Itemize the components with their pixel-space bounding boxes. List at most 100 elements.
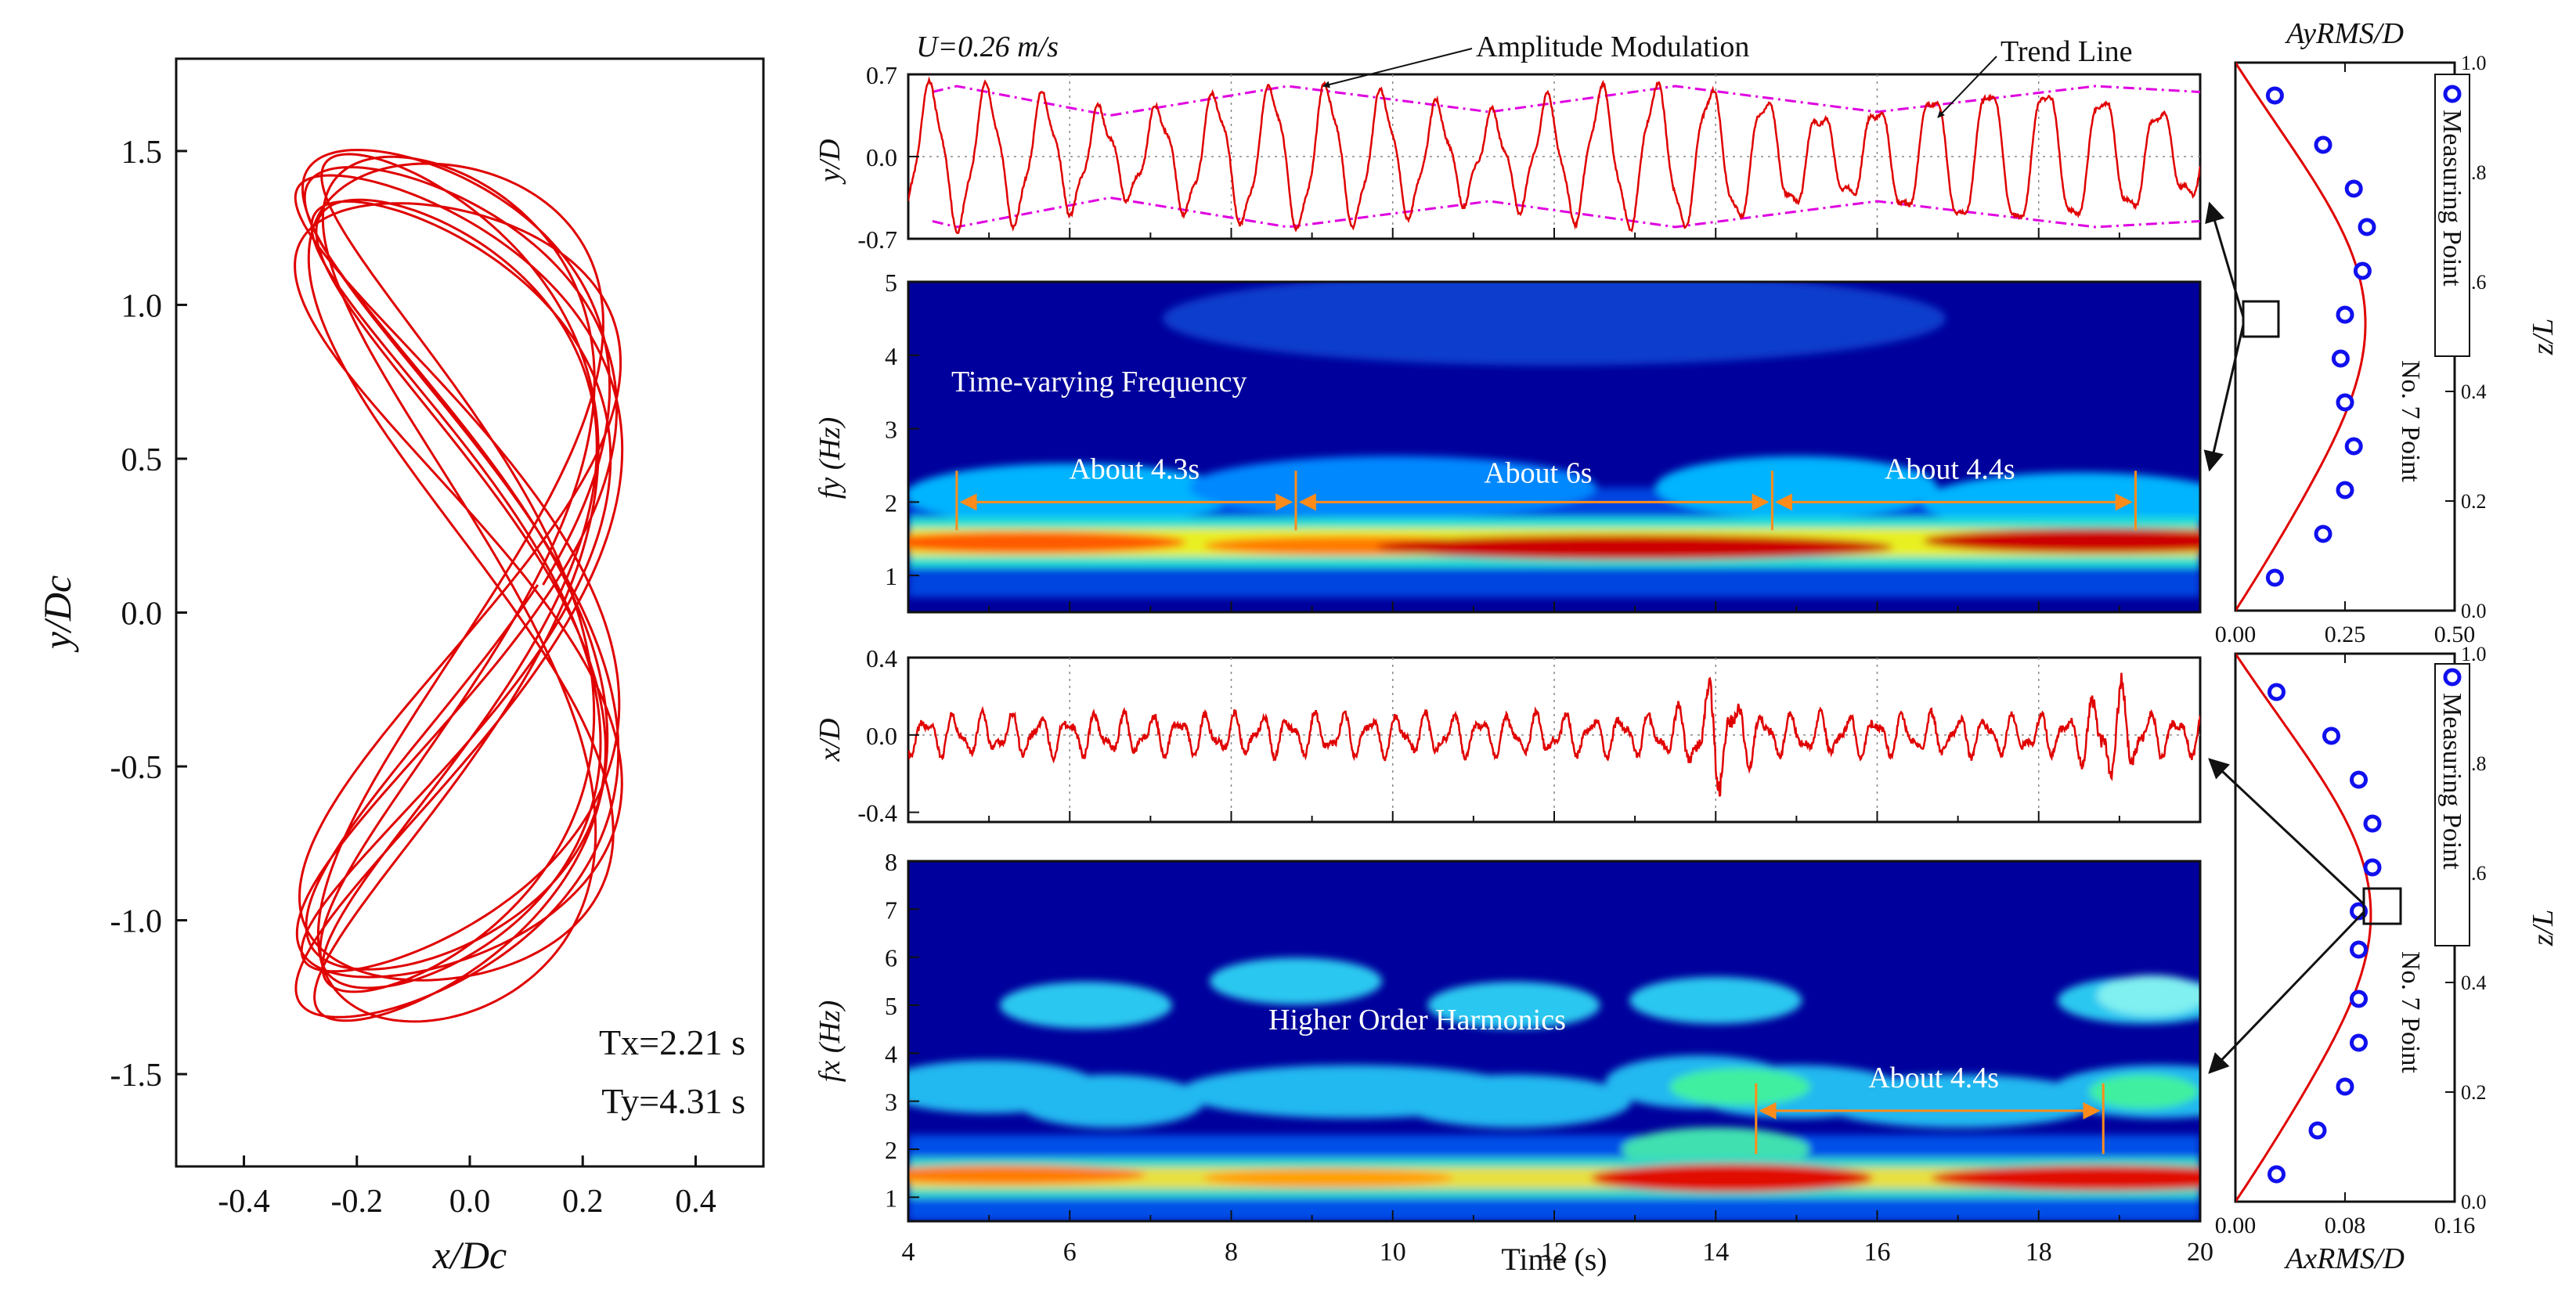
time-tick-label: 6: [1063, 1238, 1077, 1267]
y-displacement-panel: -0.7 0.0 0.7 y/D U=0.26 m/s Amplitude Modu…: [814, 31, 2202, 254]
y-spec-blob: [1163, 282, 1946, 366]
y-displacement-trace: [908, 76, 2200, 235]
rms-xtick-label: 0.25: [2325, 622, 2366, 647]
ay-point-label: No. 7 Point: [2396, 360, 2425, 482]
orbit-ylabel: y/Dc: [35, 575, 79, 653]
x-spec-blob: [1016, 1074, 1204, 1128]
ax-legend-label: Measuring Point: [2437, 693, 2466, 870]
rms-ztick-label: 0.0: [2461, 600, 2487, 622]
x-spec-blob: [1427, 982, 1600, 1029]
rms-point: [2363, 858, 2382, 877]
time-tick-label: 16: [1864, 1238, 1891, 1267]
x-spec-blob: [1396, 1074, 1632, 1128]
rms-point: [2350, 940, 2368, 959]
y-spectrogram-ylabel: fy (Hz): [814, 417, 846, 499]
x-spec-blob: [1203, 1168, 1454, 1188]
y-disp-ytick-label: -0.7: [857, 225, 897, 254]
ay-rms-panel: 0.00.20.40.60.81.00.00 0.25 0.50 AyRMS/D z…: [2215, 17, 2560, 647]
ax-rms-fit-curve: [2234, 653, 2372, 1202]
rms-ztick-label: 0.2: [2461, 490, 2487, 513]
x-spec-ytick-label: 3: [885, 1088, 897, 1116]
time-xlabel: Time (s): [1501, 1242, 1607, 1277]
x-spec-blob: [2097, 975, 2200, 1016]
ax-rms-panel: 0.00.20.40.60.81.00.00 0.08 0.16 AxRMS/D z…: [2215, 643, 2560, 1275]
rms-ztick-label: 0.4: [2461, 972, 2487, 994]
orbit-ytick-label: 0.5: [121, 442, 163, 478]
ax-rms-zlabel: z/L: [2527, 910, 2560, 946]
orbit-panel: -0.4 -0.2 0.0 0.2 0.4 -1.5 -1.0 -0.5 0.0 0.5 1.0 1.…: [35, 57, 765, 1277]
connector-arrow-x-spectrum: [2208, 910, 2365, 1074]
y-spec-blob: [1376, 534, 1894, 560]
interval-label-44: About 4.4s: [1885, 452, 2015, 485]
x-spec-blob: [908, 1165, 1146, 1184]
ax-point-label: No. 7 Point: [2396, 951, 2425, 1073]
rms-point: [2344, 437, 2363, 456]
connector-arrow-y-spectrum: [2203, 324, 2245, 472]
trend-line-arrow: [1937, 56, 1997, 118]
y-spec-ytick-label: 1: [885, 562, 897, 590]
time-tick-label: 20: [2187, 1238, 2213, 1267]
orbit-xtick-label: -0.2: [331, 1184, 384, 1220]
x-spec-ytick-label: 6: [885, 944, 897, 972]
time-tick-label: 8: [1225, 1238, 1238, 1267]
rms-ztick-label: 0.0: [2461, 1191, 2487, 1213]
orbit-xtick-label: -0.4: [218, 1184, 270, 1220]
rms-ztick-label: 0.2: [2461, 1081, 2487, 1104]
interval-label-6: About 6s: [1484, 456, 1592, 489]
rms-point: [2336, 305, 2354, 324]
ax-highlight-box: [2362, 887, 2402, 925]
ax-legend-marker: [2443, 668, 2462, 687]
y-spec-ytick-label: 5: [885, 269, 897, 297]
rms-point: [2322, 726, 2340, 745]
rms-xtick-label: 0.00: [2215, 622, 2257, 647]
rms-ztick-label: 1.0: [2461, 643, 2487, 665]
rms-point: [2265, 86, 2284, 105]
ax-rms-xlabel: AxRMS/D: [2283, 1242, 2405, 1275]
rms-point: [2314, 135, 2332, 154]
orbit-trajectory: [294, 149, 624, 1023]
x-spec-ytick-label: 8: [885, 848, 897, 876]
rms-xtick-label: 0.50: [2434, 622, 2476, 647]
rms-point: [2268, 1165, 2286, 1184]
rms-point: [2358, 218, 2376, 236]
rms-point: [2353, 261, 2372, 280]
x-spec-blob: [1590, 1163, 1873, 1192]
interval-label-44-b: About 4.4s: [1868, 1062, 1999, 1094]
ay-legend-marker: [2443, 85, 2462, 103]
orbit-ytick-label: 1.5: [121, 135, 163, 171]
y-spec-blob: [908, 531, 1186, 553]
tx-period-label: Tx=2.21 s: [599, 1022, 745, 1062]
ax-legend-box: [2434, 663, 2470, 946]
ty-period-label: Ty=4.31 s: [601, 1081, 745, 1121]
amplitude-modulation-arrow: [1322, 48, 1473, 88]
interval-label-43: About 4.3s: [1069, 452, 1200, 485]
y-spec-ytick-label: 4: [885, 342, 897, 370]
rms-xtick-label: 0.16: [2434, 1213, 2476, 1238]
x-spectrogram-ylabel: fx (Hz): [814, 1000, 846, 1082]
velocity-label: U=0.26 m/s: [916, 31, 1059, 63]
rms-point: [2350, 990, 2368, 1008]
x-displacement-panel: -0.4 0.0 0.4 x/D: [814, 644, 2202, 827]
x-displacement-trace: [908, 672, 2200, 797]
rms-point: [2336, 1077, 2354, 1096]
rms-ztick-label: 1.0: [2461, 52, 2487, 74]
trend-line-upper: [932, 85, 2200, 117]
x-spec-blob: [2088, 1074, 2199, 1109]
orbit-ytick-label: -1.0: [110, 904, 163, 940]
rms-point: [2314, 525, 2332, 543]
x-disp-ytick-label: -0.4: [857, 799, 897, 827]
rms-point: [2350, 770, 2368, 789]
orbit-ytick-label: -1.5: [110, 1058, 163, 1094]
connector-arrow-x-trace: [2208, 758, 2365, 906]
ay-legend-label: Measuring Point: [2437, 110, 2466, 287]
orbit-xtick-label: 0.0: [449, 1184, 491, 1220]
rms-xtick-label: 0.08: [2325, 1213, 2366, 1238]
x-spec-ytick-label: 4: [885, 1040, 897, 1068]
x-disp-ytick-label: 0.0: [866, 722, 897, 750]
rms-point: [2344, 179, 2363, 198]
time-tick-label: 14: [1702, 1238, 1729, 1267]
time-varying-frequency-label: Time-varying Frequency: [951, 366, 1247, 398]
x-spec-blob: [1931, 1165, 2200, 1191]
